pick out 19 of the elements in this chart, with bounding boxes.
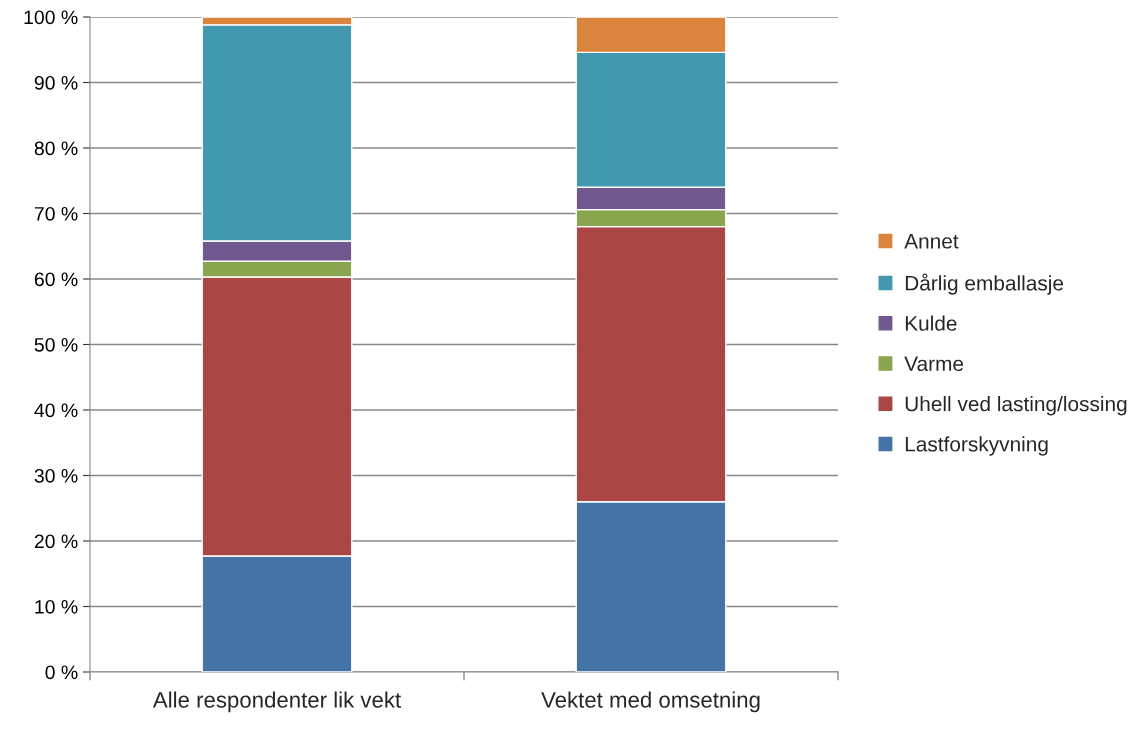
y-tick-label: 40 % xyxy=(34,403,78,418)
y-tick-label: 30 % xyxy=(34,468,78,483)
y-tick-label: 90 % xyxy=(34,75,78,90)
y-tick-label: 0 % xyxy=(45,665,78,680)
legend-label: Lastforskyvning xyxy=(905,436,1048,456)
x-tick-label: Vektet med omsetning xyxy=(541,691,760,713)
y-tick-label: 100 % xyxy=(24,10,78,25)
y-tick-label: 50 % xyxy=(34,337,78,352)
legend-label: Dårlig emballasje xyxy=(905,273,1064,295)
legend-label: Annet xyxy=(904,234,959,249)
legend-label: Varme xyxy=(904,356,964,372)
legend-label: Kulde xyxy=(905,315,957,331)
y-tick-label: 80 % xyxy=(34,141,78,156)
y-tick-label: 70 % xyxy=(34,206,78,221)
y-tick-label: 20 % xyxy=(34,534,78,549)
y-tick-label: 60 % xyxy=(34,272,78,287)
x-tick-label: Alle respondenter lik vekt xyxy=(152,691,401,713)
y-tick-label: 10 % xyxy=(35,599,78,614)
legend-label: Uhell ved lasting/lossing xyxy=(905,396,1127,416)
